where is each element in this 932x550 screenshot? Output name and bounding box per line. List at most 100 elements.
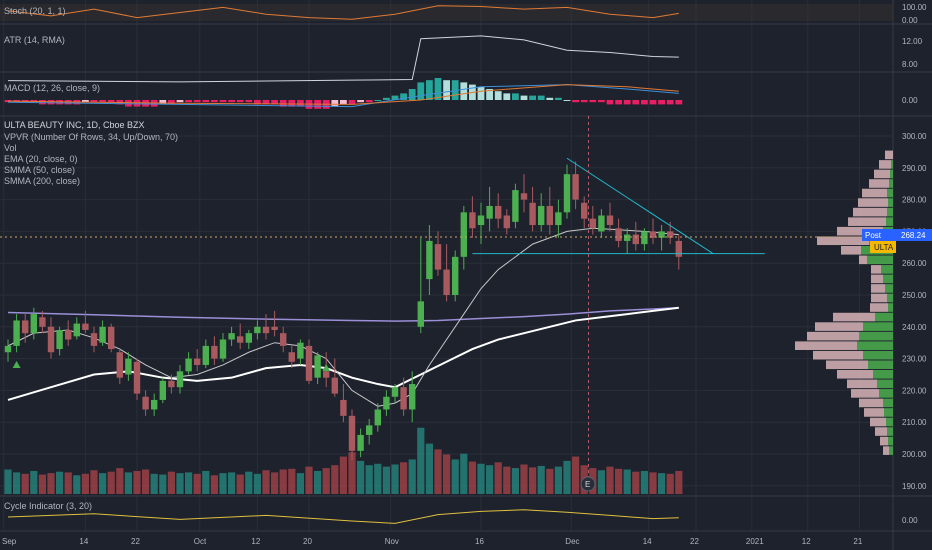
- macd-histogram-bar: [90, 100, 98, 103]
- candle-body: [4, 345, 12, 353]
- volume-bar: [305, 466, 313, 494]
- volume-bar: [563, 460, 571, 494]
- vpvr-down-bar: [871, 265, 881, 274]
- volume-bar: [477, 463, 485, 494]
- candle-body: [641, 231, 648, 245]
- symbol-title[interactable]: ULTA BEAUTY INC, 1D, Cboe BZX: [4, 120, 145, 130]
- atr-label[interactable]: ATR (14, RMA): [4, 35, 65, 45]
- candle-body: [426, 240, 433, 280]
- vpvr-down-bar: [871, 284, 885, 293]
- macd-histogram-bar: [262, 100, 270, 105]
- volume-bar: [649, 472, 657, 494]
- time-tick-label: 16: [475, 537, 484, 546]
- vpvr-down-bar: [817, 236, 869, 246]
- macd-histogram-bar: [82, 100, 89, 103]
- macd-label[interactable]: MACD (12, 26, close, 9): [4, 83, 100, 93]
- volume-bar: [451, 459, 459, 494]
- macd-histogram-bar: [520, 95, 528, 100]
- candlesticks[interactable]: [4, 161, 682, 461]
- stoch-label[interactable]: Stoch (20, 1, 1): [4, 6, 66, 16]
- candle-body: [314, 355, 321, 378]
- volume-bar: [503, 466, 511, 494]
- volume-bar: [391, 464, 399, 494]
- candle-body: [538, 205, 545, 226]
- volume-bar: [537, 465, 545, 494]
- volume-bar: [520, 464, 528, 494]
- vpvr-up-bar: [875, 312, 893, 322]
- vpvr-down-bar: [841, 245, 861, 255]
- vpvr-up-bar: [881, 265, 893, 274]
- macd-histogram-bar: [374, 100, 382, 101]
- price-tick-label: 220.00: [902, 386, 927, 395]
- volume-bar: [365, 465, 373, 494]
- volume-bar: [219, 473, 227, 494]
- cycle-label[interactable]: Cycle Indicator (3, 20): [4, 501, 92, 511]
- macd-histogram-bar: [383, 97, 390, 100]
- macd-histogram-bar: [202, 100, 210, 103]
- volume-bar: [56, 471, 64, 494]
- candle-body: [297, 342, 304, 359]
- volume-bar: [271, 472, 279, 494]
- macd-histogram-bar: [228, 100, 235, 103]
- earnings-marker[interactable]: E: [580, 476, 596, 492]
- volume-bar: [228, 472, 236, 494]
- symbol-tag-text: ULTA: [874, 243, 894, 252]
- macd-histogram-bar: [408, 89, 416, 100]
- volume-bars: [4, 427, 683, 494]
- volume-bar: [417, 427, 425, 494]
- candle-body: [572, 174, 579, 200]
- candle-body: [254, 326, 261, 334]
- macd-histogram-bar: [580, 100, 588, 103]
- candle-body: [151, 399, 158, 410]
- volume-bar: [185, 472, 193, 494]
- volume-bar: [623, 469, 631, 494]
- vpvr-profile: [795, 150, 893, 455]
- vpvr-down-bar: [871, 293, 887, 303]
- indicator-vol-label[interactable]: Vol: [4, 143, 17, 153]
- candle-body: [409, 384, 416, 410]
- volume-bar: [632, 471, 640, 494]
- candle-body: [632, 234, 639, 245]
- volume-bar: [116, 468, 124, 494]
- candle-body: [417, 301, 424, 327]
- macd-histogram-bar: [185, 100, 192, 103]
- macd-histogram-bar: [297, 100, 304, 107]
- vpvr-up-bar: [863, 322, 893, 331]
- candle-body: [211, 345, 218, 359]
- vpvr-up-bar: [885, 284, 893, 293]
- candle-body: [340, 399, 347, 416]
- candle-body: [374, 409, 381, 426]
- macd-histogram-bar: [641, 100, 648, 105]
- candle-body: [219, 339, 227, 359]
- indicator-ema-label[interactable]: EMA (20, close, 0): [4, 154, 78, 164]
- smma50-line: [7, 306, 679, 401]
- macd-histogram-bar: [271, 100, 278, 105]
- candle-body: [563, 174, 571, 213]
- chart-grid: [0, 0, 893, 531]
- macd-histogram-bar: [477, 86, 485, 100]
- volume-bar: [331, 465, 339, 494]
- volume-bar: [245, 471, 253, 494]
- vpvr-down-bar: [813, 350, 863, 360]
- macd-histogram-bar: [357, 100, 364, 103]
- volume-bar: [468, 461, 476, 494]
- post-tag-value: 268.24: [901, 231, 926, 240]
- volume-bar: [374, 463, 382, 494]
- volume-bar: [296, 473, 304, 494]
- volume-bar: [314, 470, 322, 494]
- candle-body: [185, 358, 192, 372]
- indicator-smma200-label[interactable]: SMMA (200, close): [4, 176, 80, 186]
- drawings[interactable]: [0, 116, 893, 478]
- vpvr-down-bar: [859, 255, 867, 265]
- candle-body: [667, 231, 674, 238]
- macd-histogram-bar: [331, 100, 339, 107]
- volume-bar: [47, 473, 55, 494]
- macd-histogram-bar: [340, 100, 347, 105]
- indicator-smma50-label[interactable]: SMMA (50, close): [4, 165, 75, 175]
- earnings-circle[interactable]: [580, 476, 596, 492]
- indicator-vpvr-label[interactable]: VPVR (Number Of Rows, 34, Up/Down, 70): [4, 132, 178, 142]
- macd-histogram-bar: [658, 100, 665, 105]
- time-axis[interactable]: Sep 14 22 Oct 12 20 Nov 16 Dec 14 22 2021 12 21: [2, 537, 863, 546]
- volume-bar: [107, 471, 115, 494]
